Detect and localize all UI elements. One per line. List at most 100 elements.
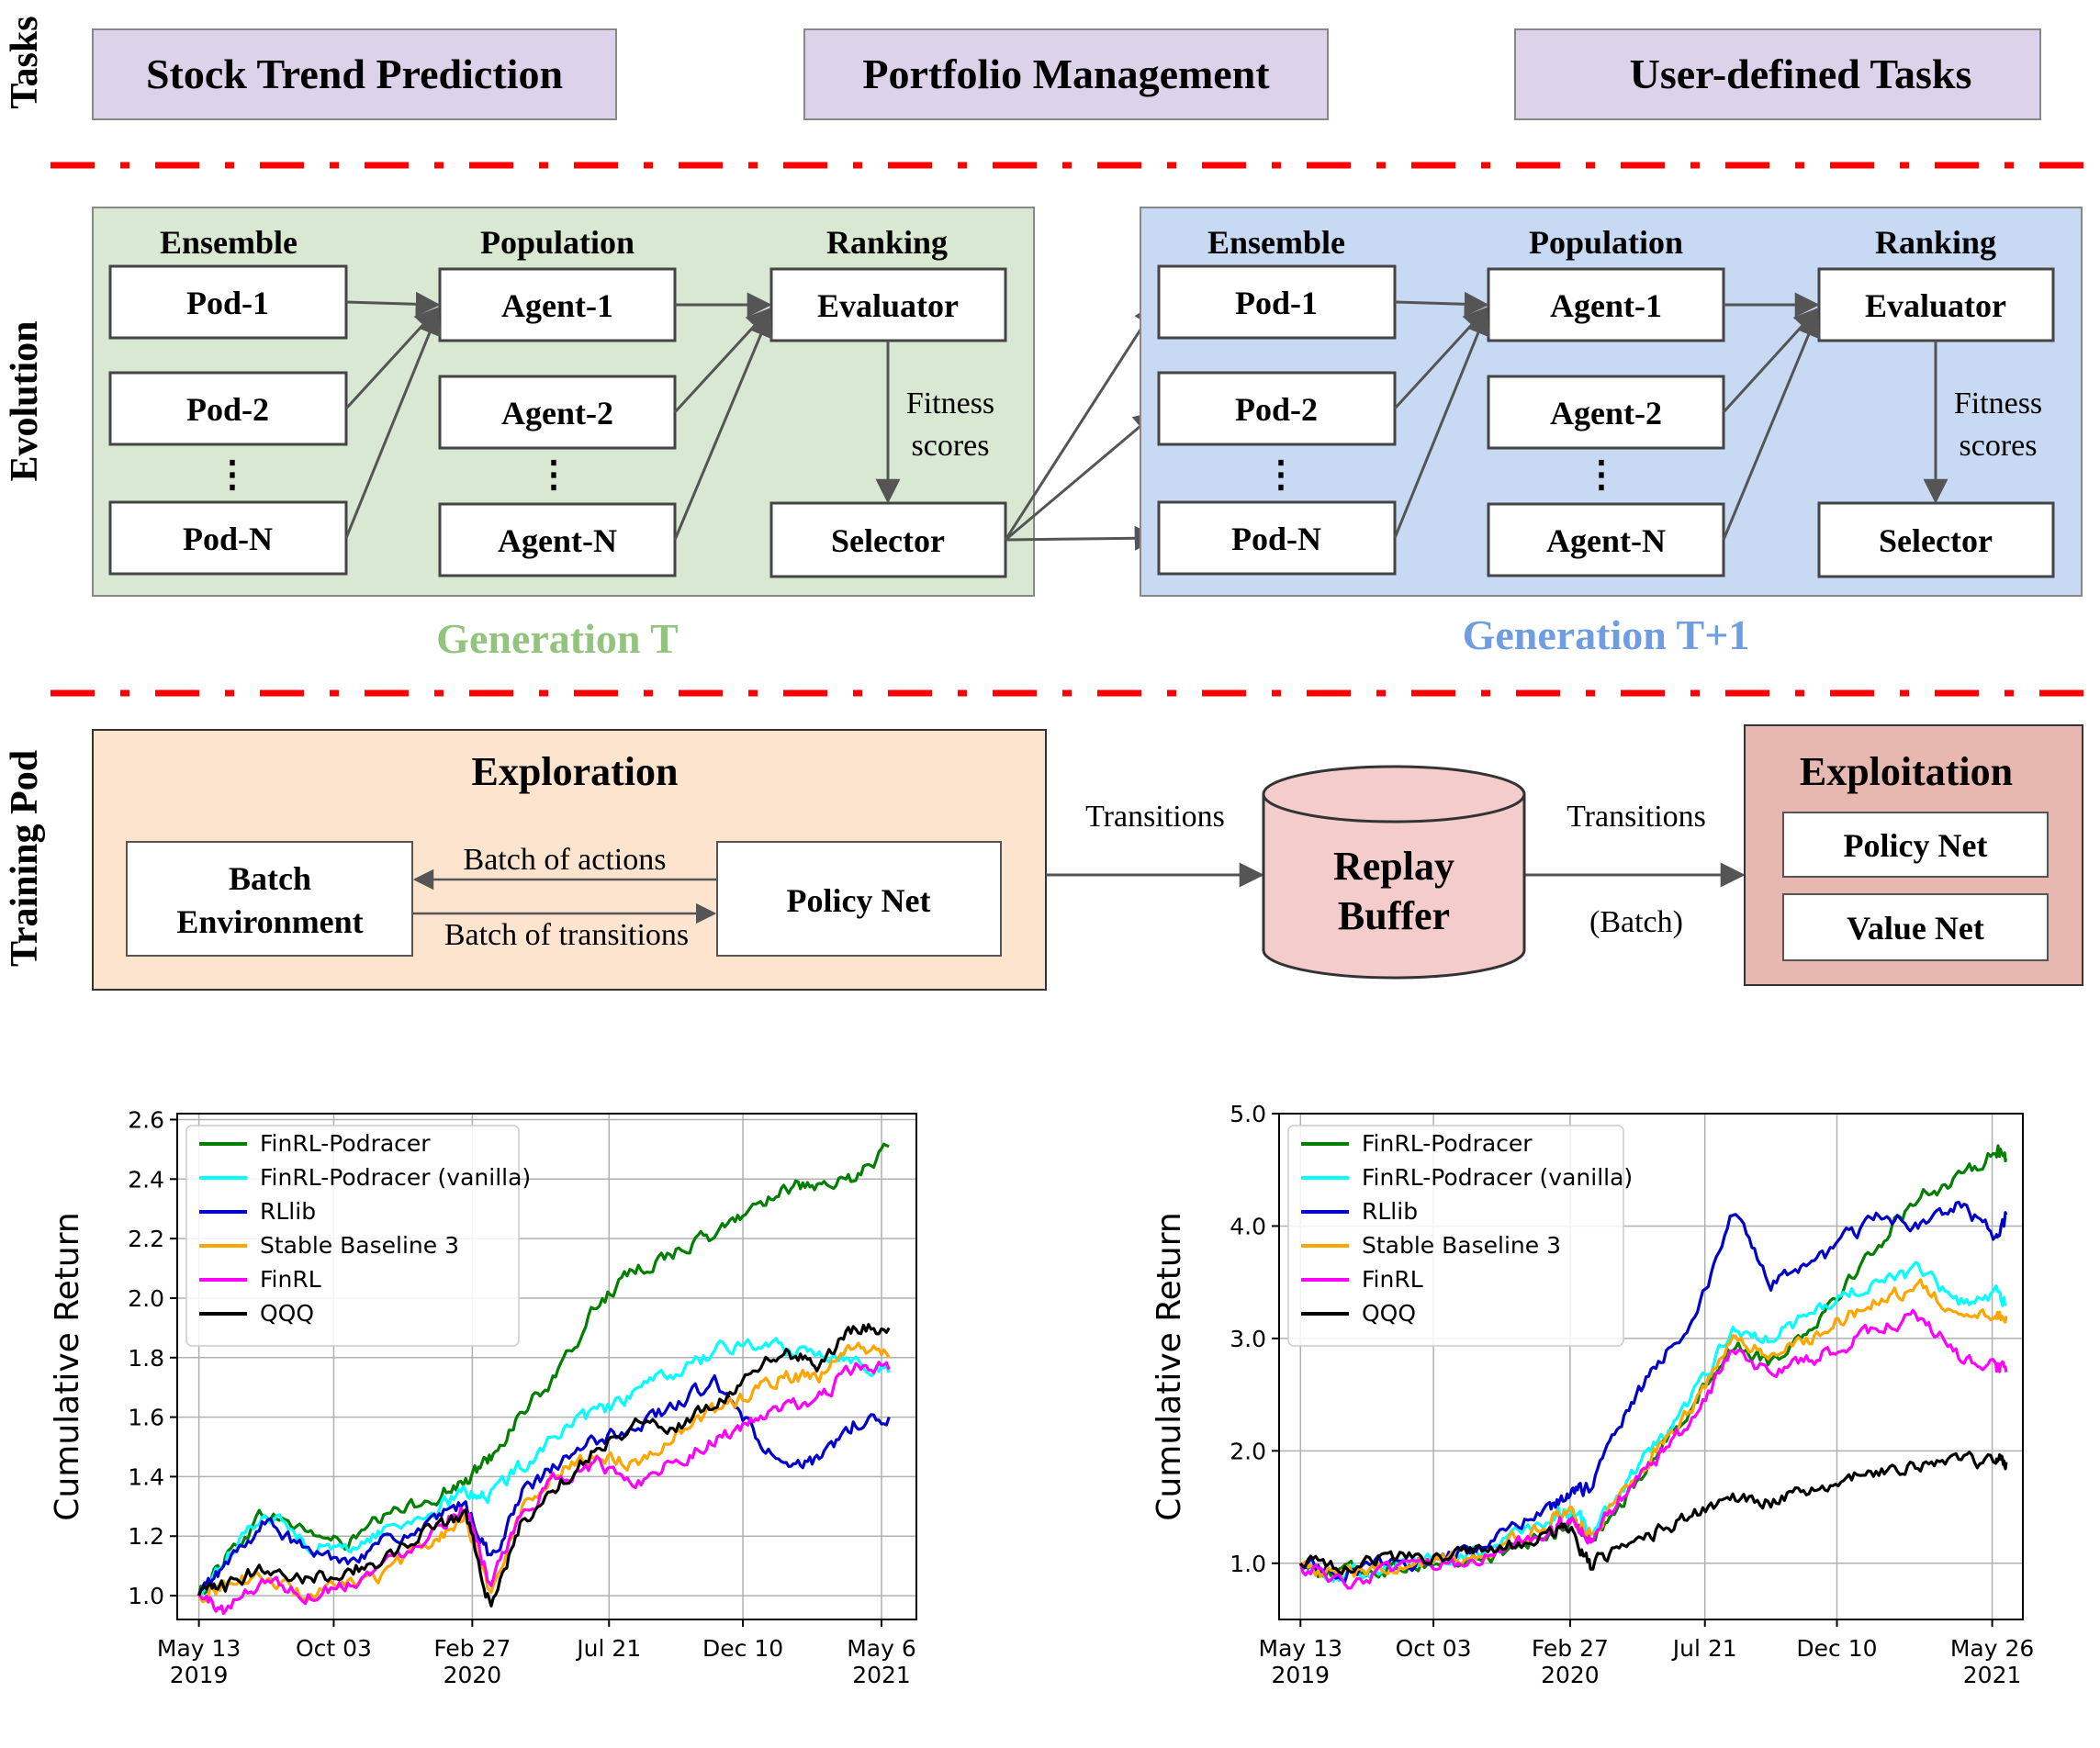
- legend-label: FinRL-Podracer: [260, 1130, 431, 1157]
- task-label: Stock Trend Prediction: [146, 50, 563, 97]
- series-group: [1298, 1144, 2008, 1590]
- legend-label: FinRL: [260, 1266, 321, 1293]
- y-tick-label: 1.4: [128, 1463, 164, 1490]
- y-axis-label: Cumulative Return: [1151, 1212, 1188, 1520]
- x-tick-label: Feb 27: [1532, 1635, 1609, 1662]
- pod-1-box: Pod-1: [186, 285, 269, 321]
- ensemble-header: Ensemble: [1207, 224, 1345, 261]
- legend-label: RLlib: [260, 1198, 316, 1225]
- agent-1-box: Agent-1: [1550, 287, 1662, 324]
- legend-label: Stable Baseline 3: [260, 1232, 459, 1259]
- exploit-value-net-box: Value Net: [1847, 910, 1984, 947]
- series-line-finrl: [1298, 1308, 2008, 1590]
- x-tick-label: May 13: [1259, 1635, 1342, 1662]
- pod-2-box: Pod-2: [1235, 391, 1318, 428]
- population-header: Population: [480, 224, 634, 261]
- y-tick-label: 5.0: [1230, 1101, 1266, 1127]
- x-tick-label: 2019: [170, 1662, 229, 1688]
- exploitation-panel: Exploitation Policy Net Value Net: [1744, 724, 2083, 986]
- fitness-label: Fitness: [1954, 387, 2042, 420]
- side-label-evolution: Evolution: [4, 320, 46, 481]
- fitness-label: scores: [1960, 429, 2038, 463]
- vertical-ellipsis-icon: ⋮: [535, 454, 572, 495]
- task-box-user-defined: User-defined Tasks: [1514, 28, 2041, 120]
- y-tick-label: 2.0: [128, 1285, 164, 1312]
- side-label-training-pod: Training Pod: [4, 750, 46, 967]
- plot-frame: [176, 1113, 917, 1620]
- agent-n-box: Agent-N: [498, 522, 617, 559]
- legend-label: RLlib: [1362, 1198, 1418, 1225]
- generation-t-panel: Ensemble Population Ranking Pod-1 Pod-2 …: [92, 207, 1035, 662]
- generation-t1-panel: Ensemble Population Ranking Pod-1 Pod-2 …: [1140, 207, 2083, 658]
- series-line-qqq: [1299, 1451, 2008, 1575]
- series-line-finrl-podracer: [197, 1142, 890, 1597]
- y-tick-label: 4.0: [1230, 1213, 1266, 1239]
- x-tick-label: 2019: [1271, 1662, 1330, 1688]
- pod-n-box: Pod-N: [183, 521, 273, 557]
- x-tick-label: Oct 03: [296, 1635, 372, 1662]
- series-line-qqq: [197, 1323, 891, 1608]
- legend-label: FinRL-Podracer (vanilla): [260, 1164, 531, 1191]
- selector-box: Selector: [1879, 522, 1993, 559]
- generation-caption: Generation T: [436, 615, 679, 662]
- y-tick-label: 1.0: [128, 1583, 164, 1609]
- x-tick-label: Dec 10: [702, 1635, 783, 1662]
- batch-environment-box: Environment: [176, 903, 363, 940]
- generation-caption: Generation T+1: [1463, 611, 1750, 658]
- task-box-stock-trend: Stock Trend Prediction: [92, 28, 617, 120]
- ranking-header: Ranking: [1875, 224, 1996, 261]
- vertical-ellipsis-icon: ⋮: [1583, 454, 1620, 495]
- task-box-portfolio: Portfolio Management: [803, 28, 1329, 120]
- legend-label: FinRL-Podracer (vanilla): [1362, 1164, 1633, 1191]
- legend-label: QQQ: [260, 1300, 314, 1327]
- legend-box: [1287, 1125, 1624, 1347]
- agent-1-box: Agent-1: [501, 287, 613, 324]
- pod-1-box: Pod-1: [1235, 285, 1318, 321]
- series-group: [197, 1142, 891, 1616]
- vertical-ellipsis-icon: ⋮: [1263, 454, 1299, 495]
- pod-2-box: Pod-2: [186, 391, 269, 428]
- plot-frame: [1278, 1113, 2024, 1620]
- x-tick-label: Dec 10: [1796, 1635, 1877, 1662]
- agent-n-box: Agent-N: [1546, 522, 1666, 559]
- side-label-tasks: Tasks: [4, 16, 46, 108]
- x-tick-label: 2021: [1963, 1662, 2022, 1688]
- replay-buffer: Replay Buffer: [1262, 765, 1526, 980]
- selector-box: Selector: [831, 522, 945, 559]
- x-tick-label: May 13: [157, 1635, 241, 1662]
- series-line-stable-baseline-3: [1299, 1278, 2008, 1578]
- population-header: Population: [1529, 224, 1683, 261]
- evaluator-box: Evaluator: [817, 287, 959, 324]
- batch-environment-box: Batch: [229, 860, 311, 897]
- evaluator-box: Evaluator: [1865, 287, 2006, 324]
- agent-2-box: Agent-2: [1550, 395, 1662, 431]
- replay-buffer-label: Buffer: [1338, 893, 1450, 938]
- x-tick-label: May 6: [847, 1635, 916, 1662]
- x-tick-label: Jul 21: [1671, 1635, 1737, 1662]
- policy-net-box: Policy Net: [787, 882, 931, 919]
- exploration-panel: Exploration Batch Environment Policy Net…: [92, 729, 1047, 991]
- series-line-finrl: [197, 1361, 891, 1616]
- legend-label: FinRL: [1362, 1266, 1423, 1293]
- ensemble-header: Ensemble: [160, 224, 298, 261]
- legend-label: FinRL-Podracer: [1362, 1130, 1533, 1157]
- replay-buffer-label: Replay: [1333, 844, 1454, 889]
- transitions-label: Transitions: [1567, 800, 1706, 834]
- legend-label: Stable Baseline 3: [1362, 1232, 1561, 1259]
- batch-label: (Batch): [1589, 905, 1683, 939]
- transitions-label: Transitions: [1085, 800, 1225, 834]
- y-tick-label: 2.4: [128, 1166, 164, 1193]
- task-label: User-defined Tasks: [1630, 50, 1972, 97]
- legend-label: QQQ: [1362, 1300, 1416, 1327]
- x-tick-label: 2020: [444, 1662, 502, 1688]
- y-tick-label: 1.2: [128, 1523, 164, 1550]
- y-tick-label: 1.0: [1230, 1551, 1266, 1577]
- pod-n-box: Pod-N: [1231, 521, 1321, 557]
- x-tick-label: 2020: [1541, 1662, 1600, 1688]
- x-tick-label: May 26: [1950, 1635, 2034, 1662]
- ranking-header: Ranking: [826, 224, 948, 261]
